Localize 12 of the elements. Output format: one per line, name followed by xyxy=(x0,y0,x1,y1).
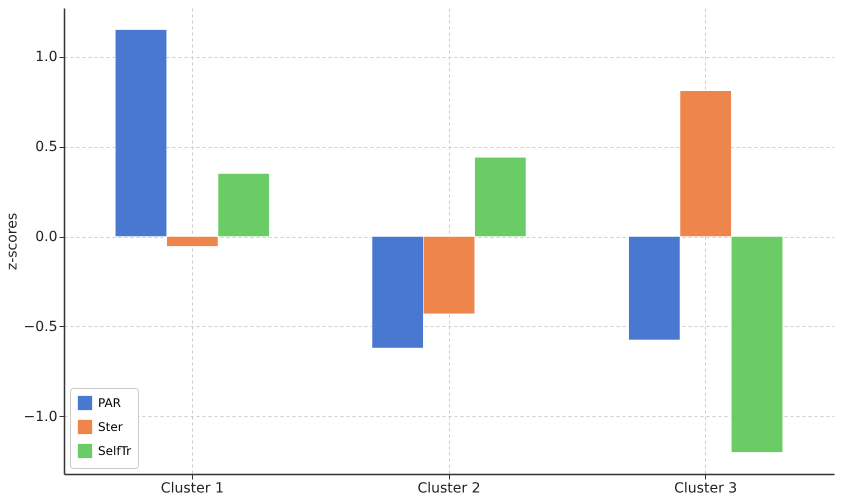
legend-label: Ster xyxy=(98,420,123,434)
y-tick-label: 1.0 xyxy=(35,49,58,66)
legend-label: SelfTr xyxy=(98,444,132,458)
x-tick-label: Cluster 2 xyxy=(417,480,481,496)
legend-label: PAR xyxy=(98,396,122,410)
y-tick-label: −0.5 xyxy=(24,318,58,335)
y-tick-label: 0.0 xyxy=(35,229,58,245)
y-tick-label: 0.5 xyxy=(35,139,58,156)
x-tick-label: Cluster 1 xyxy=(160,480,224,496)
x-tick-label: Cluster 3 xyxy=(674,480,738,496)
y-tick-label: −1.0 xyxy=(24,408,58,425)
y-axis-title: z-scores xyxy=(4,212,21,270)
